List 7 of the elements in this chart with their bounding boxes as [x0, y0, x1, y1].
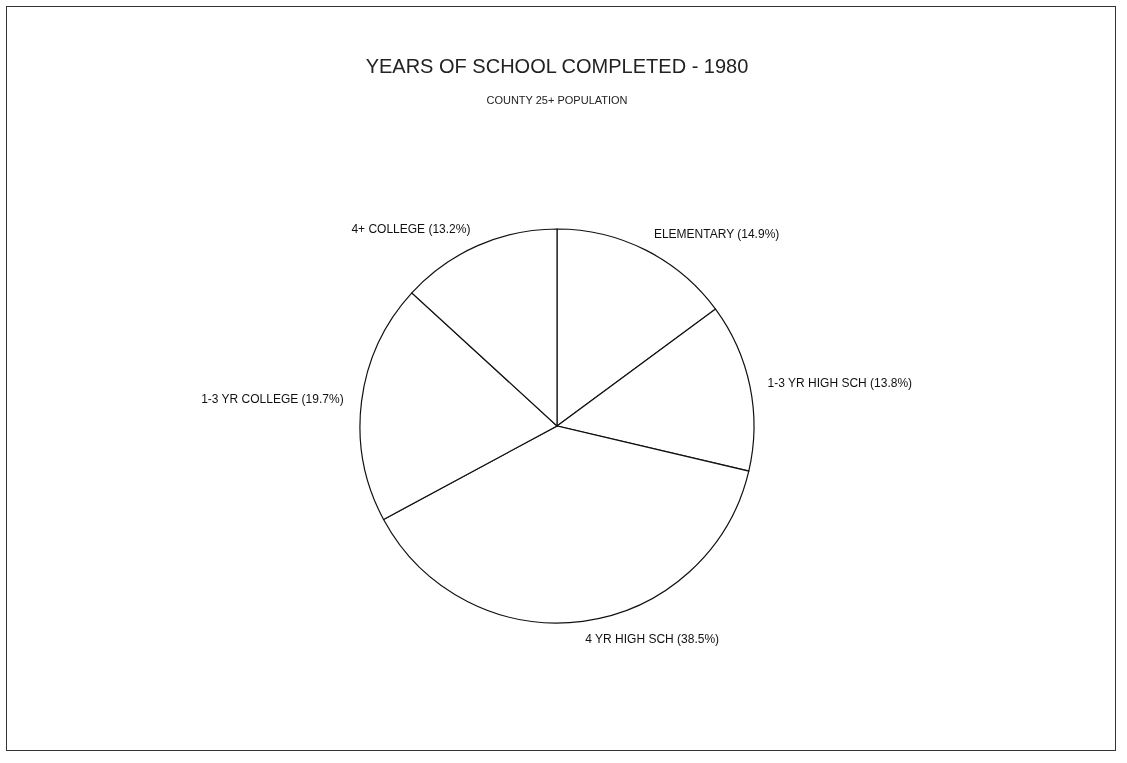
slice-label: ELEMENTARY (14.9%) [653, 227, 780, 242]
slice-label: 4+ COLLEGE (13.2%) [351, 222, 471, 237]
slice-label: 1-3 YR HIGH SCH (13.8%) [767, 375, 913, 390]
chart-subtitle: COUNTY 25+ POPULATION [486, 94, 628, 106]
slice-label: 1-3 YR COLLEGE (19.7%) [201, 392, 344, 407]
slice-label: 4 YR HIGH SCH (38.5%) [585, 632, 720, 647]
chart-title: YEARS OF SCHOOL COMPLETED - 1980 [365, 55, 749, 77]
